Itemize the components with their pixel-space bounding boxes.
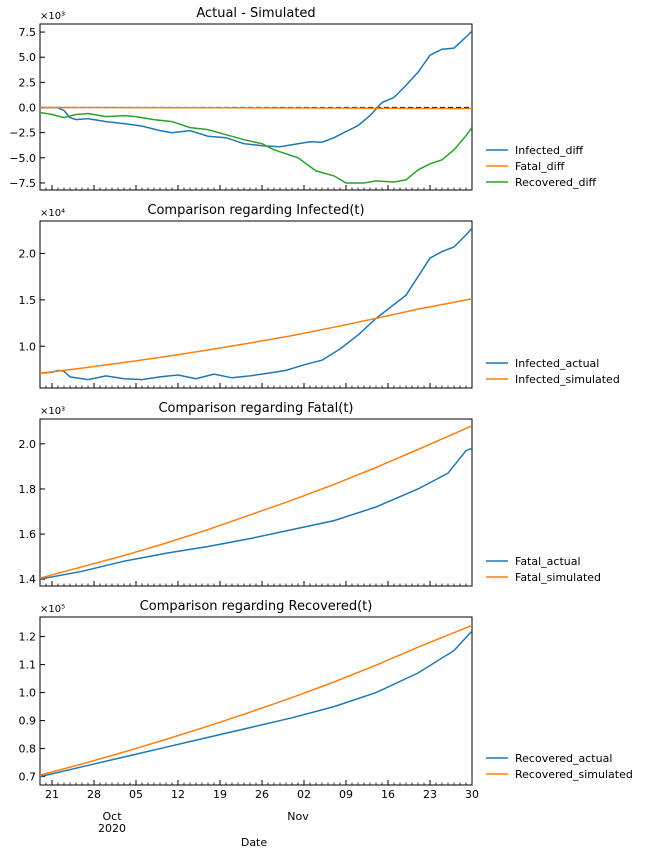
- subplot-title: Comparison regarding Infected(t): [147, 203, 364, 218]
- y-exponent-label: ×10³: [40, 406, 65, 417]
- x-tick-label: 28: [87, 788, 101, 801]
- series-line-fatal-actual: [40, 447, 472, 580]
- y-exponent-label: ×10⁴: [40, 208, 65, 219]
- x-tick-label: 09: [339, 788, 353, 801]
- legend-label: Recovered_diff: [515, 176, 597, 189]
- legend-label: Infected_diff: [515, 144, 584, 157]
- y-exponent-label: ×10³: [40, 11, 65, 22]
- y-tick-label: 1.4: [19, 573, 37, 586]
- x-tick-label: 05: [129, 788, 143, 801]
- legend-label: Recovered_actual: [515, 752, 612, 765]
- plot-frame: [39, 220, 473, 389]
- x-tick-label: 23: [423, 788, 437, 801]
- x-axis-label: Date: [241, 836, 268, 849]
- x-tick-label: 21: [45, 788, 59, 801]
- series-line-infected-actual: [40, 227, 472, 381]
- legend-label: Fatal_diff: [515, 160, 565, 173]
- y-tick-label: 7.5: [19, 26, 37, 39]
- subplot-title: Actual - Simulated: [196, 6, 315, 21]
- x-tick-label: 12: [171, 788, 185, 801]
- y-tick-label: 2.5: [19, 76, 37, 89]
- x-month-label: Oct: [102, 810, 122, 823]
- legend-label: Recovered_simulated: [515, 768, 633, 781]
- plot-frame: [39, 616, 473, 786]
- y-tick-label: 1.5: [19, 294, 37, 307]
- series-line-fatal-simulated: [40, 425, 472, 579]
- subplot-2: Comparison regarding Infected(t) ×10⁴ 2.0 1…: [19, 203, 620, 389]
- y-tick-label: 5.0: [19, 51, 37, 64]
- subplot-title: Comparison regarding Fatal(t): [158, 401, 353, 416]
- x-year-label: 2020: [98, 822, 126, 835]
- x-tick-label: 26: [255, 788, 269, 801]
- y-tick-label: 1.6: [19, 528, 37, 541]
- x-tick-label: 30: [465, 788, 479, 801]
- series-line-recovered-diff: [40, 111, 472, 184]
- series-line-infected-diff: [40, 30, 472, 148]
- y-tick-label: −7.5: [9, 177, 36, 190]
- legend-label: Fatal_actual: [515, 555, 581, 568]
- y-tick-label: 0.9: [19, 715, 37, 728]
- x-tick-label: 02: [297, 788, 311, 801]
- shared-x-axis: 21 28 05 12 19 26 02 09 16 23 30 Oct Nov 2020 Date: [45, 788, 479, 849]
- x-tick-label: 19: [213, 788, 227, 801]
- y-tick-label: 1.0: [19, 340, 37, 353]
- y-tick-label: 1.1: [19, 659, 37, 672]
- legend-label: Fatal_simulated: [515, 571, 601, 584]
- subplot-4: Comparison regarding Recovered(t) ×10⁵ 1.2…: [19, 599, 633, 786]
- y-tick-label: −2.5: [9, 127, 36, 140]
- y-tick-label: 1.0: [19, 687, 37, 700]
- y-tick-label: 1.8: [19, 483, 37, 496]
- y-tick-label: 0.0: [19, 102, 37, 115]
- legend-label: Infected_actual: [515, 357, 599, 370]
- series-line-recovered-actual: [40, 630, 472, 778]
- y-tick-label: 0.8: [19, 743, 37, 756]
- y-tick-label: −5.0: [9, 152, 36, 165]
- x-tick-label: 16: [381, 788, 395, 801]
- series-line-recovered-simulated: [40, 624, 472, 776]
- y-tick-label: 2.0: [19, 247, 37, 260]
- y-tick-label: 0.7: [19, 771, 37, 784]
- y-tick-label: 2.0: [19, 438, 37, 451]
- series-line-fatal-diff: [40, 106, 472, 110]
- subplot-title: Comparison regarding Recovered(t): [140, 599, 373, 614]
- subplot-3: Comparison regarding Fatal(t) ×10³ 2.0 1.8 1…: [19, 401, 601, 587]
- y-tick-label: 1.2: [19, 631, 37, 644]
- x-month-label: Nov: [287, 810, 309, 823]
- legend-label: Infected_simulated: [515, 373, 620, 386]
- series-line-infected-simulated: [40, 298, 472, 374]
- y-exponent-label: ×10⁵: [40, 604, 65, 615]
